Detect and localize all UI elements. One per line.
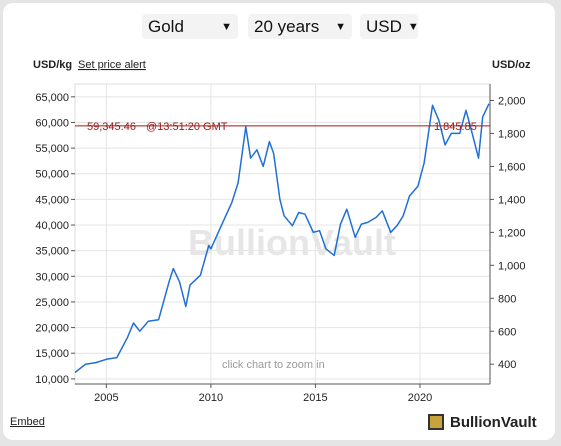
y-right-tick-label: 1,000 <box>498 260 526 272</box>
right-unit-label: USD/oz <box>492 59 531 71</box>
y-left-tick-label: 30,000 <box>35 271 69 283</box>
chevron-down-icon: ▼ <box>335 20 346 33</box>
metal-select[interactable]: Gold ▼ <box>142 14 238 39</box>
series-gold <box>74 103 490 374</box>
y-left-tick-label: 65,000 <box>35 92 69 104</box>
embed-link[interactable]: Embed <box>10 416 45 428</box>
x-axis: 2005 2010 2015 2020 <box>75 383 490 404</box>
y-right-tick-label: 600 <box>498 326 516 338</box>
watermark: BullionVault <box>188 222 396 263</box>
bullionvault-logo[interactable]: BullionVault <box>428 411 548 433</box>
right-axis: 400 600 800 1,000 1,200 1,400 1,600 1,800 2,000 <box>489 84 526 384</box>
currency-select[interactable]: USD ▼ <box>360 14 419 39</box>
left-unit-label: USD/kg <box>33 59 72 71</box>
x-tick-label: 2015 <box>303 392 327 404</box>
y-left-tick-label: 25,000 <box>35 297 69 309</box>
left-axis: 10,000 15,000 20,000 25,000 30,000 35,000 40,0… <box>35 92 75 386</box>
y-left-tick-label: 40,000 <box>35 220 69 232</box>
metal-select-value: Gold <box>148 16 184 36</box>
y-left-tick-label: 45,000 <box>35 194 69 206</box>
period-select[interactable]: 20 years ▼ <box>248 14 352 39</box>
y-right-tick-label: 1,800 <box>498 128 526 140</box>
plot-area[interactable] <box>74 83 491 385</box>
set-price-alert-link[interactable]: Set price alert <box>78 59 146 71</box>
y-right-tick-label: 1,200 <box>498 227 526 239</box>
chevron-down-icon: ▼ <box>407 20 419 33</box>
logo-icon <box>428 414 444 430</box>
y-left-tick-label: 20,000 <box>35 323 69 335</box>
y-right-tick-label: 1,400 <box>498 194 526 206</box>
y-left-tick-label: 10,000 <box>35 374 69 386</box>
x-tick-label: 2010 <box>199 392 223 404</box>
current-price-time: @13:51:20 GMT <box>146 121 228 133</box>
x-tick-label: 2020 <box>408 392 432 404</box>
y-left-tick-label: 50,000 <box>35 169 69 181</box>
y-right-tick-label: 1,600 <box>498 161 526 173</box>
chevron-down-icon: ▼ <box>221 20 232 33</box>
y-left-tick-label: 15,000 <box>35 348 69 360</box>
y-right-tick-label: 800 <box>498 293 516 305</box>
currency-select-value: USD <box>366 16 402 36</box>
period-select-value: 20 years <box>254 16 320 36</box>
grid <box>75 84 490 384</box>
series-line <box>74 103 490 374</box>
y-right-tick-label: 400 <box>498 359 516 371</box>
zoom-hint: click chart to zoom in <box>222 359 325 371</box>
current-price-kg: 59,345.46 <box>87 121 136 133</box>
logo-text: BullionVault <box>450 413 537 431</box>
y-left-tick-label: 35,000 <box>35 246 69 258</box>
y-right-tick-label: 2,000 <box>498 95 526 107</box>
y-left-tick-label: 60,000 <box>35 117 69 129</box>
x-tick-label: 2005 <box>94 392 118 404</box>
y-left-tick-label: 55,000 <box>35 143 69 155</box>
current-price-oz: 1,845.85 <box>434 121 477 133</box>
